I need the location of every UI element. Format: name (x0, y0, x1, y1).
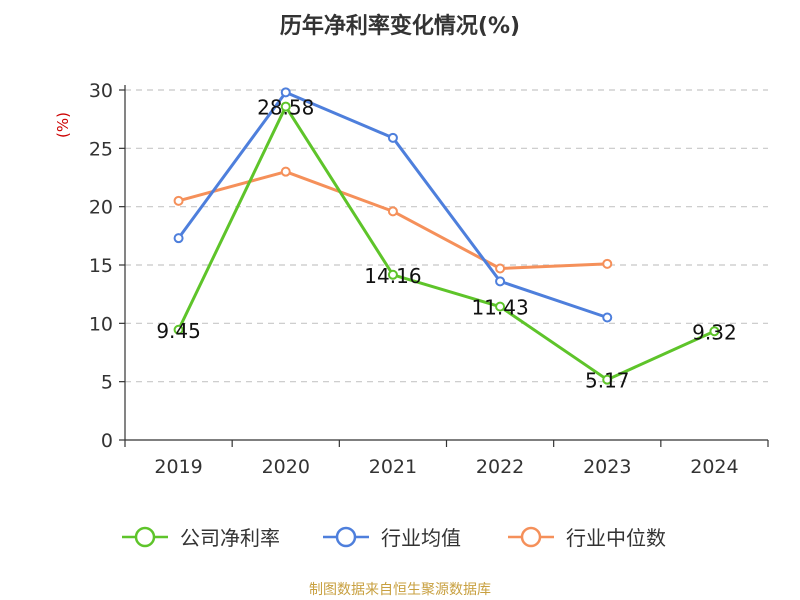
data-label-2019: 9.45 (156, 319, 201, 343)
point-1-2020 (280, 87, 291, 98)
series-line-2 (177, 170, 609, 270)
legend-label-0: 公司净利率 (180, 526, 280, 550)
point-0-2021 (387, 269, 398, 280)
data-label-2021: 14.16 (364, 264, 421, 288)
point-1-2022 (495, 276, 506, 287)
y-tick-label-20: 20 (89, 197, 113, 219)
y-tick-label-25: 25 (89, 138, 113, 160)
series-line-0 (177, 105, 716, 382)
x-tick-label-2022: 2022 (476, 456, 524, 478)
point-2-2022 (495, 263, 506, 274)
x-tick-label-2019: 2019 (154, 456, 202, 478)
series-lines (173, 87, 720, 385)
point-0-2022 (495, 301, 506, 312)
point-2-2023 (602, 258, 613, 269)
grid-lines (125, 89, 768, 383)
data-label-2020: 28.58 (257, 96, 314, 120)
point-0-2020 (280, 101, 291, 112)
data-label-2022: 11.43 (471, 296, 528, 320)
legend-label-1: 行业均值 (381, 526, 461, 550)
point-2-2020 (280, 166, 291, 177)
point-2-2021 (387, 206, 398, 217)
y-tick-label-30: 30 (89, 80, 113, 102)
data-labels: 9.45 28.58 14.16 11.43 5.17 9.32 (156, 96, 736, 393)
data-label-2024: 9.32 (692, 320, 737, 344)
legend-label-2: 行业中位数 (566, 526, 666, 550)
legend-marker-2 (520, 526, 542, 548)
y-tick-label-0: 0 (101, 430, 113, 452)
legend: 公司净利率 行业均值 行业中位数 (122, 526, 666, 550)
point-1-2019 (173, 233, 184, 244)
legend-marker-0 (134, 526, 156, 548)
legend-marker-1 (335, 526, 357, 548)
x-tick-label-2023: 2023 (583, 456, 631, 478)
source-note: 制图数据来自恒生聚源数据库 (309, 582, 491, 598)
point-0-2019 (173, 324, 184, 335)
x-tick-label-2020: 2020 (262, 456, 310, 478)
point-0-2023 (602, 374, 613, 385)
y-tick-label-10: 10 (89, 313, 113, 335)
point-1-2021 (387, 132, 398, 143)
axes: 0 5 10 15 20 25 30 2019 2020 2021 2022 2023 2024 (89, 80, 769, 478)
data-label-2023: 5.17 (585, 369, 630, 393)
y-axis-unit-label: (%) (54, 112, 72, 138)
point-2-2019 (173, 195, 184, 206)
point-0-2024 (709, 326, 720, 337)
chart-title: 历年净利率变化情况(%) (280, 13, 520, 39)
y-tick-label-5: 5 (101, 372, 113, 394)
x-tick-label-2024: 2024 (690, 456, 738, 478)
point-1-2023 (602, 312, 613, 323)
y-tick-label-15: 15 (89, 255, 113, 277)
x-tick-label-2021: 2021 (369, 456, 417, 478)
